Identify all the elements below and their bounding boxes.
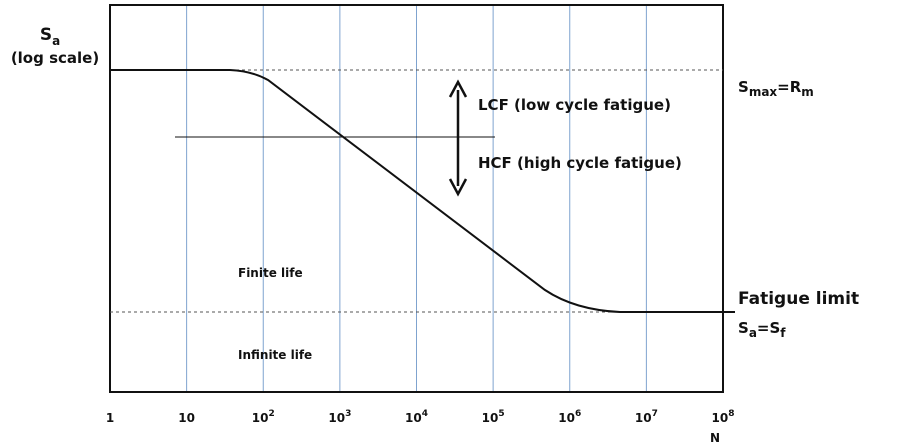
x-tick-label: 1 (106, 411, 114, 425)
grid (186, 5, 647, 392)
x-tick-label: 106 (558, 409, 581, 425)
finite-life-label: Finite life (238, 266, 303, 280)
fatigue-limit-label: Fatigue limit (738, 289, 859, 309)
x-axis-name: N (710, 431, 720, 445)
sf-label: Sa=Sf (738, 319, 786, 340)
hcf-label: HCF (high cycle fatigue) (478, 154, 682, 172)
x-tick-label: 105 (482, 409, 505, 425)
y-axis-symbol: Sa (40, 25, 60, 48)
x-tick-label: 10 (178, 411, 195, 425)
plot-frame (109, 4, 724, 393)
smax-label: Smax=Rm (738, 78, 814, 99)
lcf-label: LCF (low cycle fatigue) (478, 96, 671, 114)
x-tick-labels: 1 10 102 103 104 105 106 107 108 (106, 409, 735, 425)
double-arrow (448, 79, 468, 197)
x-tick-label: 107 (635, 409, 658, 425)
x-tick-label: 103 (328, 409, 351, 425)
x-tick-label: 108 (712, 409, 735, 425)
sn-curve (110, 69, 735, 313)
infinite-life-label: Infinite life (238, 348, 312, 362)
x-tick-label: 104 (405, 409, 428, 425)
y-axis-note: (log scale) (11, 49, 99, 67)
x-tick-label: 102 (252, 409, 275, 425)
